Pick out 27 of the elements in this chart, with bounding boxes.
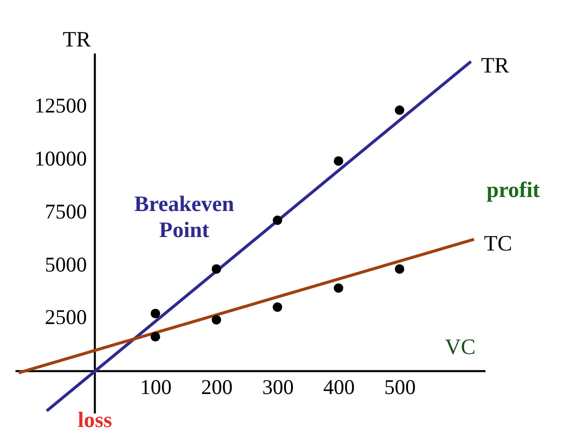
x-tick-label: 400 xyxy=(323,375,355,400)
point xyxy=(394,105,404,115)
point xyxy=(212,264,222,274)
point xyxy=(272,302,282,312)
y-tick-label: 5000 xyxy=(44,252,87,276)
point xyxy=(394,264,404,274)
point xyxy=(212,315,222,325)
point xyxy=(334,156,344,166)
point xyxy=(334,283,344,293)
series-label: TR xyxy=(480,52,510,78)
x-tick-label: 100 xyxy=(140,375,172,400)
annotation: loss xyxy=(78,407,112,432)
x-tick-label: 500 xyxy=(384,375,416,400)
x-tick-label: 200 xyxy=(201,375,233,400)
y-tick-label: 2500 xyxy=(44,305,87,330)
y-tick-label: 7500 xyxy=(44,199,87,224)
point xyxy=(150,332,160,342)
text: profit xyxy=(486,176,541,202)
annotation: Breakeven Point xyxy=(134,191,234,242)
y-axis-title: TR xyxy=(62,26,92,52)
x-tick-label: 300 xyxy=(262,375,294,400)
point xyxy=(272,216,282,226)
y-tick-label: 10000 xyxy=(34,146,87,170)
series-label: TC xyxy=(484,230,512,256)
y-tick-label: 12500 xyxy=(34,93,87,118)
x-axis-title: VC xyxy=(444,334,476,360)
point xyxy=(150,308,160,318)
